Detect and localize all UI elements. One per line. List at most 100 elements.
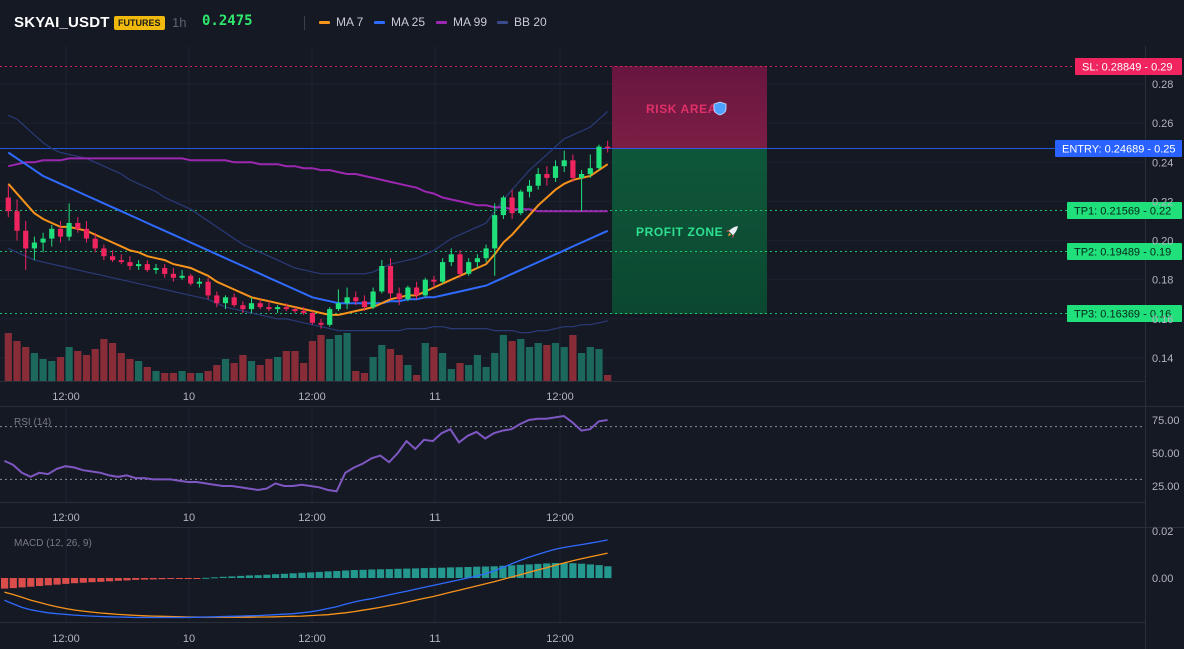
volume-bar: [187, 373, 195, 381]
level-lines: [0, 66, 1145, 314]
candle-body: [275, 307, 281, 310]
pane-frame: [0, 46, 1184, 649]
tp1-tag[interactable]: TP1: 0.21569 - 0.22: [1067, 202, 1182, 219]
candle-body: [361, 301, 368, 308]
candle-body: [127, 262, 133, 266]
candle-body: [518, 191, 524, 214]
macd-hist-bar: [88, 578, 96, 583]
time-tick-label: 10: [183, 633, 195, 645]
macd-hist-bar: [254, 575, 262, 578]
candle-body: [544, 174, 550, 178]
tp3-tag[interactable]: TP3: 0.16369 - 0.16: [1067, 305, 1182, 322]
macd-hist-bar: [27, 578, 35, 587]
macd-hist-bar: [516, 564, 524, 578]
candle-body: [101, 248, 107, 257]
candle-body: [179, 275, 185, 278]
candle-body: [118, 260, 124, 263]
macd-hist-bar: [149, 578, 157, 580]
macd-hist-bar: [446, 567, 455, 578]
price-tick-label: 0.22: [1152, 196, 1173, 208]
candle-body: [396, 293, 402, 300]
candle-body: [431, 279, 437, 282]
bb-lower-line: [8, 247, 608, 334]
macd-hist-bar: [97, 578, 105, 582]
rsi-tick-label: 50.00: [1152, 448, 1180, 460]
macd-hist-bar: [350, 570, 358, 578]
time-tick-label: 11: [429, 391, 440, 403]
rsi-pane: 75.00 50.00 25.00: [0, 414, 1180, 493]
macd-signal-line: [4, 552, 608, 618]
candle-body: [75, 223, 81, 229]
volume-bar: [456, 363, 464, 381]
macd-hist-bar: [114, 578, 122, 581]
volume-bar: [221, 359, 230, 381]
bollinger-bands: [8, 110, 609, 334]
time-tick-label: 12:00: [546, 512, 574, 524]
candle-body: [136, 264, 142, 267]
candle-body: [448, 254, 454, 263]
candle-body: [214, 295, 220, 304]
legend-ma25[interactable]: MA 25: [374, 15, 425, 29]
volume-bar: [586, 347, 594, 381]
macd-hist-bar: [70, 578, 79, 584]
volume-bar: [143, 367, 151, 381]
candle-body: [387, 266, 394, 294]
volume-bar: [152, 371, 160, 381]
time-axis[interactable]: 12:00 10 12:00 11 12:00 12:00 10 12:00 11 12:00 12…: [52, 391, 574, 645]
volume-bar: [300, 363, 308, 381]
symbol-title[interactable]: SKYAI_USDT: [14, 14, 110, 31]
volume-bar: [413, 375, 421, 381]
volume-bar: [378, 345, 386, 381]
macd-hist-bar: [53, 578, 61, 585]
tp2-tag[interactable]: TP2: 0.19489 - 0.19: [1067, 243, 1182, 260]
macd-hist-bar: [228, 576, 236, 578]
candle-body: [170, 273, 176, 278]
candle-body: [222, 297, 229, 304]
ma25-swatch: [374, 20, 385, 24]
candle-body: [414, 287, 420, 296]
profit-zone-label: PROFIT ZONE: [636, 225, 723, 239]
volume-bar: [334, 335, 342, 381]
candle-body: [292, 309, 298, 312]
macd-hist-bar: [595, 565, 603, 578]
candle-body: [474, 258, 480, 263]
volume-bar: [213, 365, 221, 381]
macd-hist-bar: [44, 578, 52, 586]
macd-hist-bar: [411, 568, 420, 578]
candle-body: [31, 242, 37, 249]
legend-ma99[interactable]: MA 99: [436, 15, 487, 29]
macd-hist-bar: [464, 567, 472, 578]
macd-hist-bar: [184, 578, 192, 579]
candle-body: [257, 303, 263, 308]
volume-bar: [595, 349, 603, 381]
entry-tag[interactable]: ENTRY: 0.24689 - 0.25: [1055, 140, 1182, 157]
legend-ma7[interactable]: MA 7: [319, 15, 363, 29]
macd-hist-bar: [158, 578, 166, 580]
macd-hist-bar: [62, 578, 70, 584]
shield-icon: [713, 101, 727, 116]
futures-badge: FUTURES: [114, 16, 165, 30]
volume-bar: [247, 361, 256, 381]
macd-hist-bar: [403, 568, 411, 578]
sl-tag-label: SL: 0.28849 - 0.29: [1082, 62, 1173, 74]
candle-body: [344, 297, 350, 304]
macd-hist-bar: [237, 575, 245, 578]
macd-hist-bar: [123, 578, 131, 581]
volume-bar: [465, 365, 473, 381]
volume-bar: [230, 363, 238, 381]
volume-bar: [82, 355, 91, 381]
macd-hist-bar: [1, 578, 9, 589]
timeframe-label[interactable]: 1h: [172, 15, 187, 30]
macd-hist-bar: [105, 578, 114, 582]
volume-bar: [161, 373, 169, 381]
macd-hist-bar: [342, 570, 350, 578]
price-axis[interactable]: 0.28 0.26 0.24 0.22 0.20 0.18 0.16 0.14: [1152, 79, 1173, 365]
time-tick-label: 12:00: [546, 391, 574, 403]
sl-tag[interactable]: SL: 0.28849 - 0.29: [1075, 58, 1182, 75]
volume-bar: [4, 333, 12, 381]
legend-bb20[interactable]: BB 20: [497, 15, 547, 29]
risk-area-zone: [612, 66, 767, 149]
macd-hist-bar: [324, 571, 332, 578]
volume-bar: [56, 357, 65, 381]
